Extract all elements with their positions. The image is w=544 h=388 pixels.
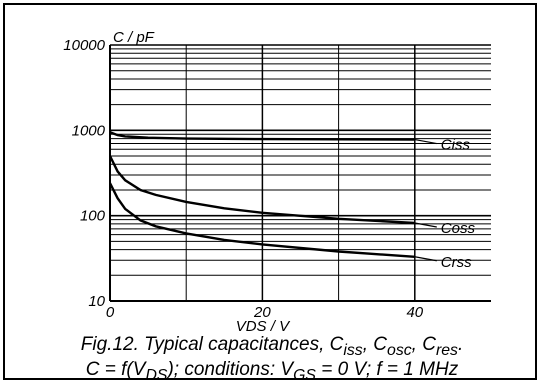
grid <box>110 44 491 302</box>
series-labels: Ciss Coss Crss <box>414 137 476 271</box>
series-leader-ciss <box>414 138 437 145</box>
series-label-coss: Coss <box>441 220 476 237</box>
series-label-crss: Crss <box>441 254 472 271</box>
series-label-ciss: Ciss <box>441 137 471 154</box>
series-leader-crss <box>414 256 437 262</box>
x-tick-label: 20 <box>253 304 271 321</box>
series-line-crss <box>108 182 415 258</box>
y-tick-label: 10 <box>88 293 105 310</box>
axes <box>109 45 491 302</box>
x-tick-label: 0 <box>106 304 115 321</box>
series-line-coss <box>108 155 415 225</box>
x-tick-label: 40 <box>406 304 423 321</box>
figure-frame: 10 100 1000 10000 0 20 40 Ciss Coss Crss C / pF … <box>3 3 537 384</box>
y-tick-label: 100 <box>80 208 106 225</box>
figure-caption: Fig.12. Typical capacitances, Ciss, Cosc… <box>5 335 539 385</box>
y-axis-label: C / pF <box>113 29 155 46</box>
y-tick-label: 10000 <box>63 37 105 54</box>
series-line-ciss <box>109 131 415 141</box>
x-axis-label: VDS / V <box>236 318 291 335</box>
y-tick-label: 1000 <box>72 122 106 139</box>
caption-line-1: Fig.12. Typical capacitances, Ciss, Cosc… <box>80 334 464 359</box>
tick-labels: 10 100 1000 10000 0 20 40 <box>63 37 424 321</box>
series-lines <box>108 131 415 258</box>
series-leader-coss <box>414 222 437 228</box>
caption-line-2: C = f(VDS); conditions: VGS = 0 V; f = 1… <box>85 358 459 384</box>
